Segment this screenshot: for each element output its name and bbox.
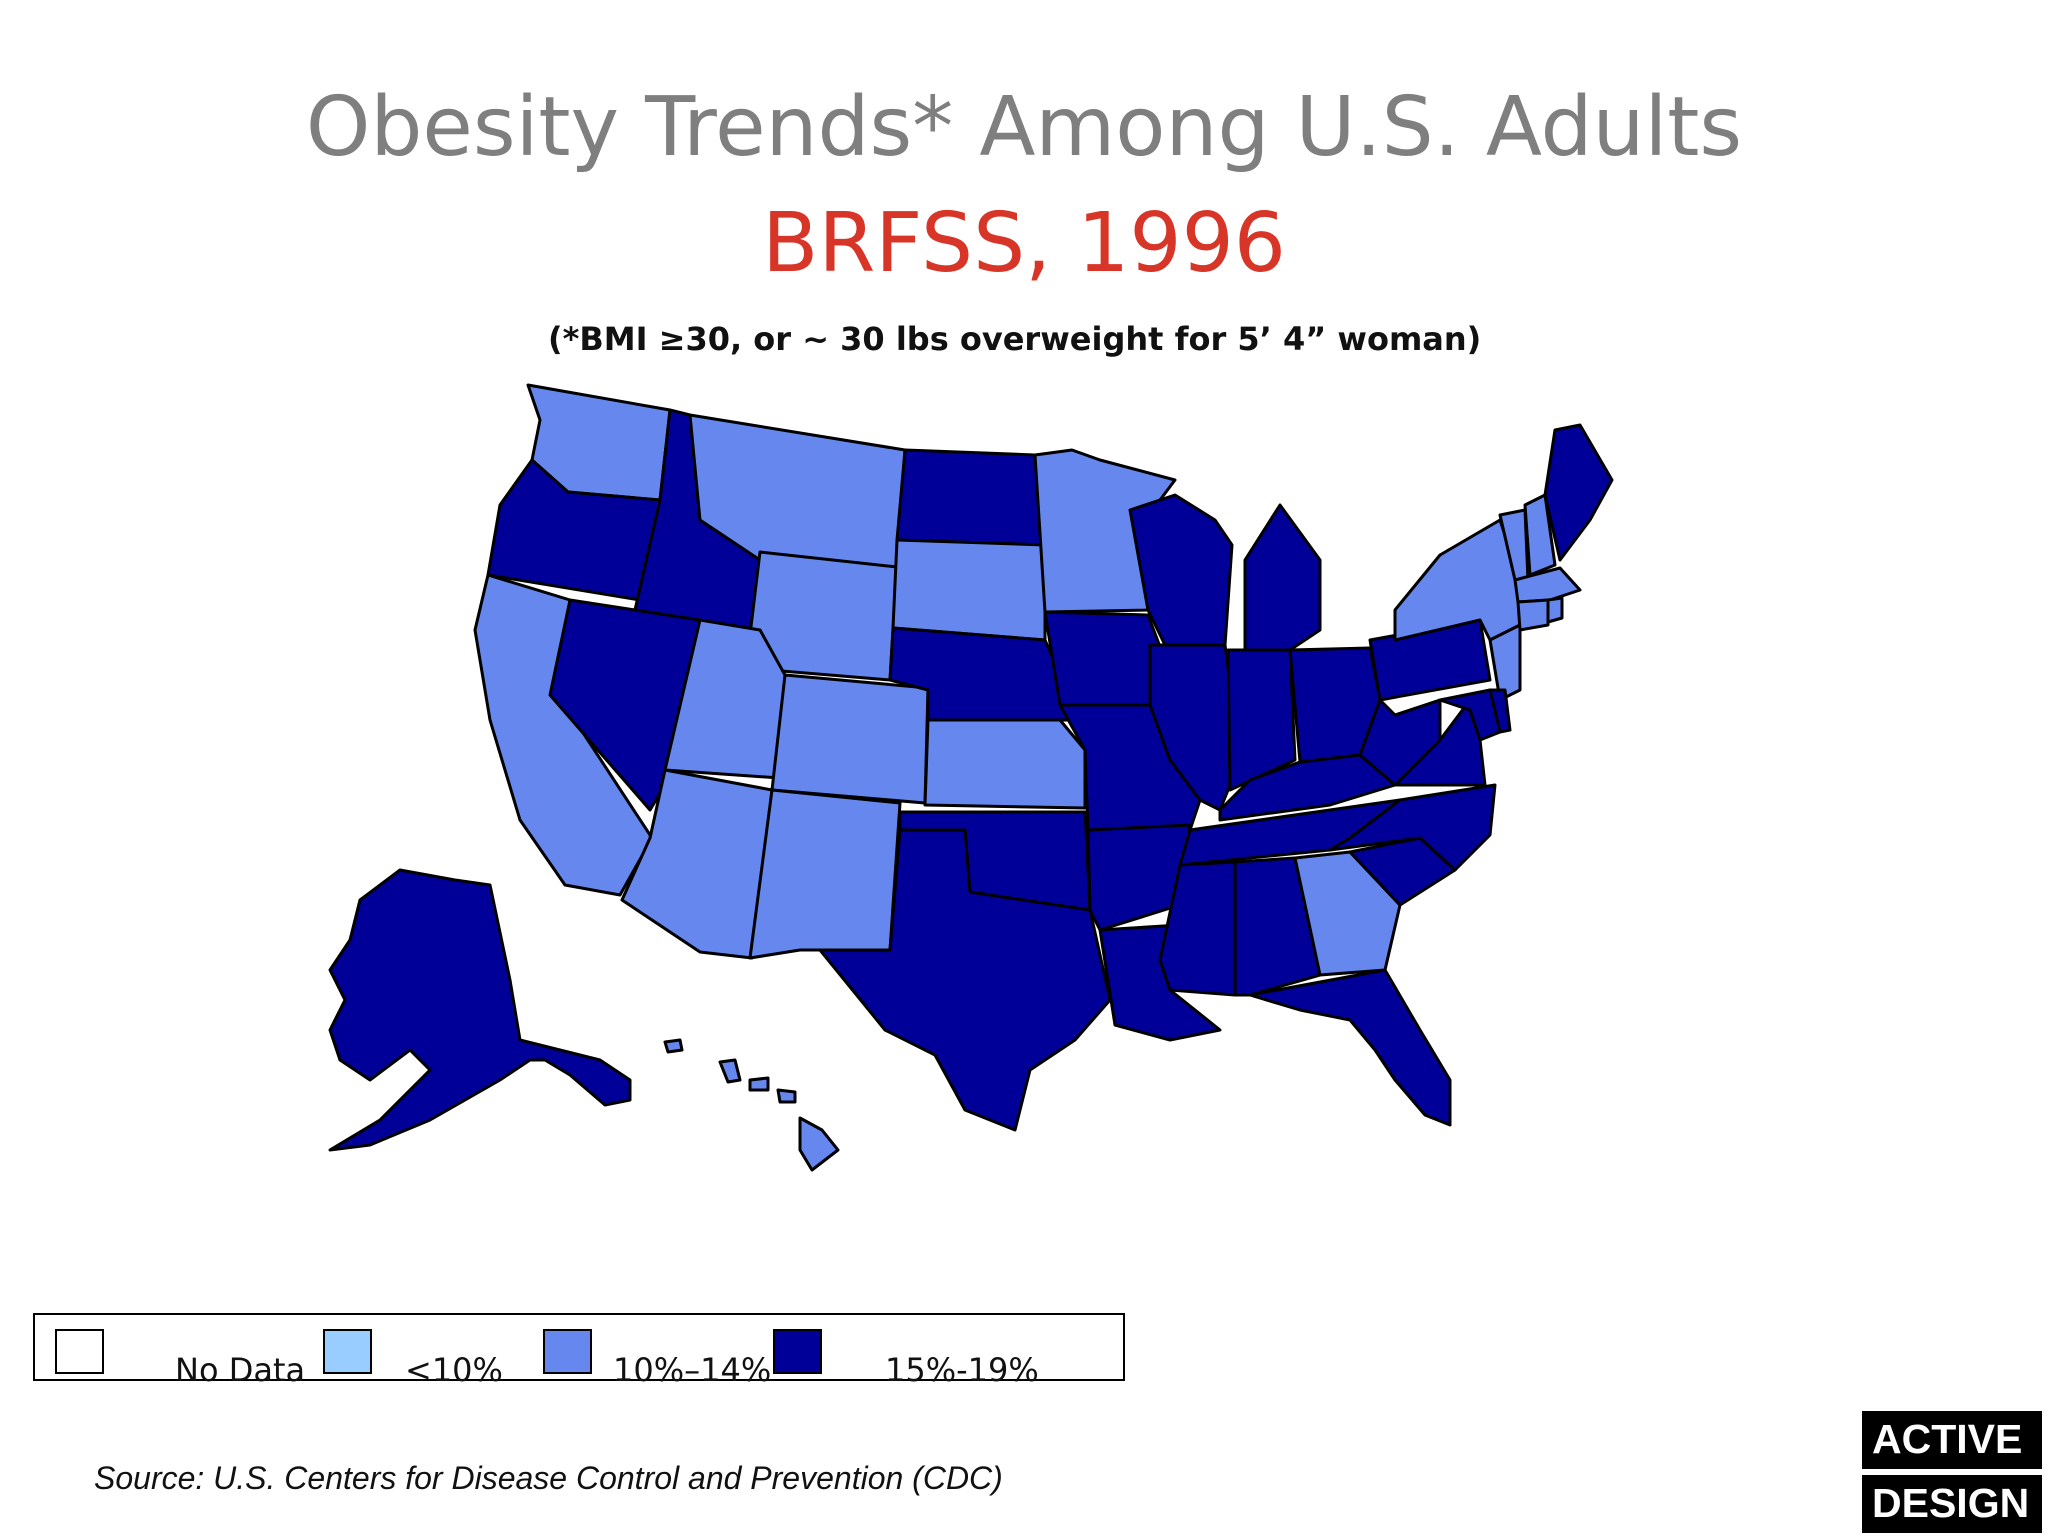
state-IN xyxy=(1226,648,1297,792)
state-DE xyxy=(1488,688,1512,734)
legend-swatch-10-14 xyxy=(543,1329,592,1374)
source-citation: Source: U.S. Centers for Disease Control… xyxy=(94,1460,1003,1496)
state-NM xyxy=(748,788,902,960)
legend-label-under-10: <10% xyxy=(405,1351,503,1389)
state-MS xyxy=(1158,860,1237,997)
state-AK xyxy=(328,868,632,1152)
page-subtitle: BRFSS, 1996 xyxy=(762,196,1286,291)
page-title: Obesity Trends* Among U.S. Adults xyxy=(305,80,1743,175)
legend-label-10-14: 10%–14% xyxy=(613,1351,772,1389)
bmi-note: (*BMI ≥30, or ~ 30 lbs overweight for 5’… xyxy=(548,320,1482,358)
state-AR xyxy=(1086,823,1192,932)
state-CT xyxy=(1516,598,1550,632)
state-NY xyxy=(1393,518,1522,642)
state-GA xyxy=(1293,850,1402,977)
state-NH xyxy=(1523,493,1557,577)
legend-swatch-under-10 xyxy=(323,1329,372,1374)
state-MD xyxy=(1438,688,1507,742)
state-SD xyxy=(891,538,1047,642)
legend-swatch-no-data xyxy=(55,1329,104,1374)
state-HI xyxy=(798,1116,840,1172)
state-ME xyxy=(1543,423,1614,562)
legend-label-15-19: 15%-19% xyxy=(885,1351,1039,1389)
logo-line-1: ACTIVE xyxy=(1862,1411,2042,1469)
logo-line-2: DESIGN xyxy=(1862,1475,2042,1533)
legend: No Data <10% 10%–14% 15%-19% xyxy=(33,1313,1125,1389)
state-TX xyxy=(818,828,1112,1132)
state-HI-4 xyxy=(776,1088,797,1104)
state-CO xyxy=(770,673,930,805)
state-WI xyxy=(1128,493,1234,647)
state-NC xyxy=(1328,783,1497,872)
state-RI xyxy=(1546,596,1564,624)
legend-label-no-data: No Data xyxy=(175,1351,306,1389)
state-IA xyxy=(1043,610,1167,707)
state-FL xyxy=(1248,968,1452,1127)
state-HI-2 xyxy=(718,1058,742,1084)
state-ND xyxy=(895,448,1047,547)
legend-swatch-15-19 xyxy=(773,1329,822,1374)
state-MA xyxy=(1513,566,1582,604)
active-design-logo: ACTIVE DESIGN xyxy=(1862,1411,2042,1539)
state-AL xyxy=(1233,856,1322,997)
state-HI-5 xyxy=(663,1038,684,1054)
state-NJ xyxy=(1488,623,1522,702)
state-MI xyxy=(1243,503,1322,652)
state-HI-3 xyxy=(748,1076,770,1092)
state-KS xyxy=(923,718,1087,810)
